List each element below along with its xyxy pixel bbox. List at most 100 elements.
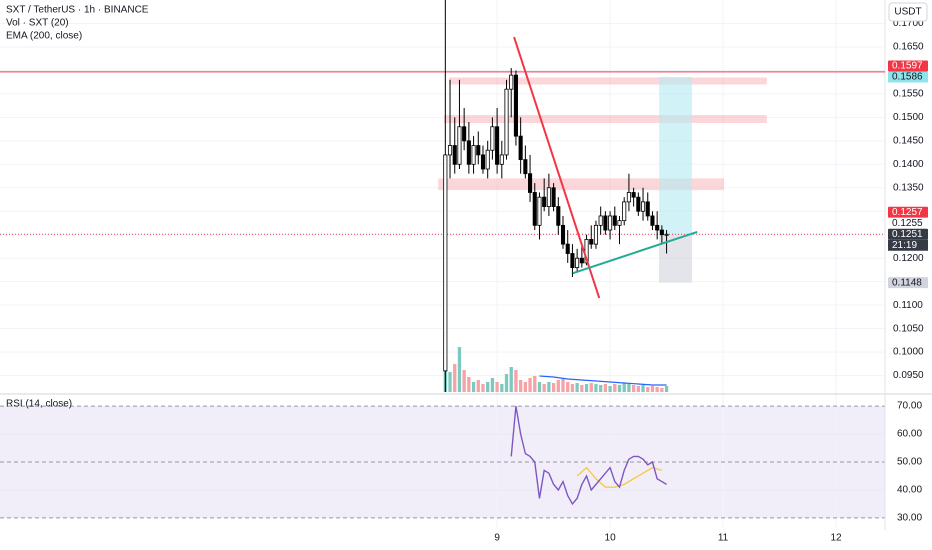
indicator-label: Vol · SXT (20) <box>6 18 69 29</box>
candle-body <box>476 145 481 156</box>
volume-bar <box>537 382 542 392</box>
candle-body <box>570 253 575 268</box>
candle-body <box>504 88 509 156</box>
volume-bar <box>617 385 622 392</box>
candle-body <box>537 196 542 226</box>
zone <box>449 77 767 85</box>
price-tag <box>888 60 928 72</box>
trendline <box>513 36 601 299</box>
candle-body <box>612 215 617 226</box>
volume-bar <box>495 382 499 392</box>
volume-bar <box>509 367 513 392</box>
price-tag-label: 0.1148 <box>892 277 922 288</box>
candle-body <box>457 126 462 165</box>
candle-body <box>462 126 467 142</box>
y-tick-label: 0.1000 <box>893 347 924 358</box>
price-tag-label: 0.1597 <box>892 61 923 72</box>
volume-bar <box>533 376 537 392</box>
volume-bar <box>584 384 589 392</box>
volume-bar <box>622 383 626 392</box>
candle-body <box>645 201 650 217</box>
volume-bar <box>518 380 523 392</box>
volume-bar <box>471 382 476 392</box>
volume-bar <box>646 387 650 392</box>
candle-body <box>636 196 641 212</box>
price-tag <box>888 277 928 289</box>
candle-body <box>593 224 599 245</box>
price-tag <box>888 71 928 83</box>
candle-body <box>608 215 613 231</box>
rsi-tick-label: 70.00 <box>897 401 922 412</box>
rsi-title: RSI (14, close) <box>6 399 72 410</box>
candle-body <box>565 243 570 254</box>
volume-bar <box>603 384 608 392</box>
position-stop <box>659 234 692 283</box>
candle-body <box>443 154 448 372</box>
volume-bar <box>641 385 645 392</box>
candle-body <box>664 233 669 236</box>
candle-body <box>499 154 504 165</box>
price-tag-label: 0.1586 <box>892 72 923 83</box>
volume-bar <box>650 386 655 392</box>
rsi-line <box>510 405 667 506</box>
candle-body <box>589 239 594 245</box>
volume-bar <box>556 380 560 392</box>
volume-bar <box>462 370 466 392</box>
volume-bar <box>566 382 570 392</box>
candle-body <box>542 196 547 207</box>
candle-body <box>546 187 551 207</box>
volume-bar <box>542 384 546 392</box>
position-target <box>659 76 692 235</box>
trendline <box>572 230 698 275</box>
price-tag <box>888 206 928 218</box>
y-tick-label: 0.1400 <box>893 159 924 170</box>
volume-ma-line <box>539 375 667 386</box>
indicator-label: EMA (200, close) <box>6 31 82 42</box>
volume-bar <box>500 384 504 392</box>
volume-bar <box>561 378 565 392</box>
volume-bar <box>636 386 640 392</box>
volume-bar <box>594 384 598 392</box>
volume-bar <box>655 387 659 392</box>
candle-body <box>471 145 476 165</box>
volume-bar <box>453 364 457 392</box>
rsi-tick-label: 40.00 <box>897 485 922 496</box>
countdown-label: 21:19 <box>892 240 917 251</box>
x-tick-label: 11 <box>718 533 729 544</box>
volume-bar <box>490 378 495 392</box>
y-tick-label: 0.1350 <box>893 182 924 193</box>
volume-bar <box>528 378 532 392</box>
y-tick-label: 0.1700 <box>893 18 924 29</box>
price-tag-label: 0.1251 <box>892 229 923 240</box>
volume-bar <box>547 382 551 392</box>
candle-body <box>513 74 518 137</box>
zone <box>443 115 767 123</box>
candle-body <box>523 159 528 175</box>
volume-bar <box>448 372 452 392</box>
volume-bar <box>467 377 471 392</box>
volume-bar <box>608 386 612 392</box>
candle-body <box>626 192 631 203</box>
countdown-tag <box>888 239 928 251</box>
candle-body <box>466 140 471 165</box>
price-tag <box>888 228 928 240</box>
volume-bar <box>599 385 603 392</box>
volume-bar <box>589 383 593 392</box>
candle-body <box>650 215 655 226</box>
y-tick-label: 0.0950 <box>893 370 924 381</box>
currency-button-label[interactable]: USDT <box>894 7 921 18</box>
y-tick-label: 0.1100 <box>893 300 923 311</box>
candle-body <box>480 154 486 170</box>
currency-button[interactable] <box>888 2 928 22</box>
x-tick-label: 12 <box>830 533 842 544</box>
price-tag <box>888 217 928 229</box>
x-tick-label: 10 <box>605 533 617 544</box>
candle-body <box>617 220 622 226</box>
candle-body <box>532 192 537 226</box>
volume-bar <box>486 382 490 392</box>
volume-bar <box>575 383 579 392</box>
volume-bar <box>631 385 636 392</box>
y-tick-label: 0.1550 <box>893 89 924 100</box>
volume-bar <box>660 388 664 392</box>
